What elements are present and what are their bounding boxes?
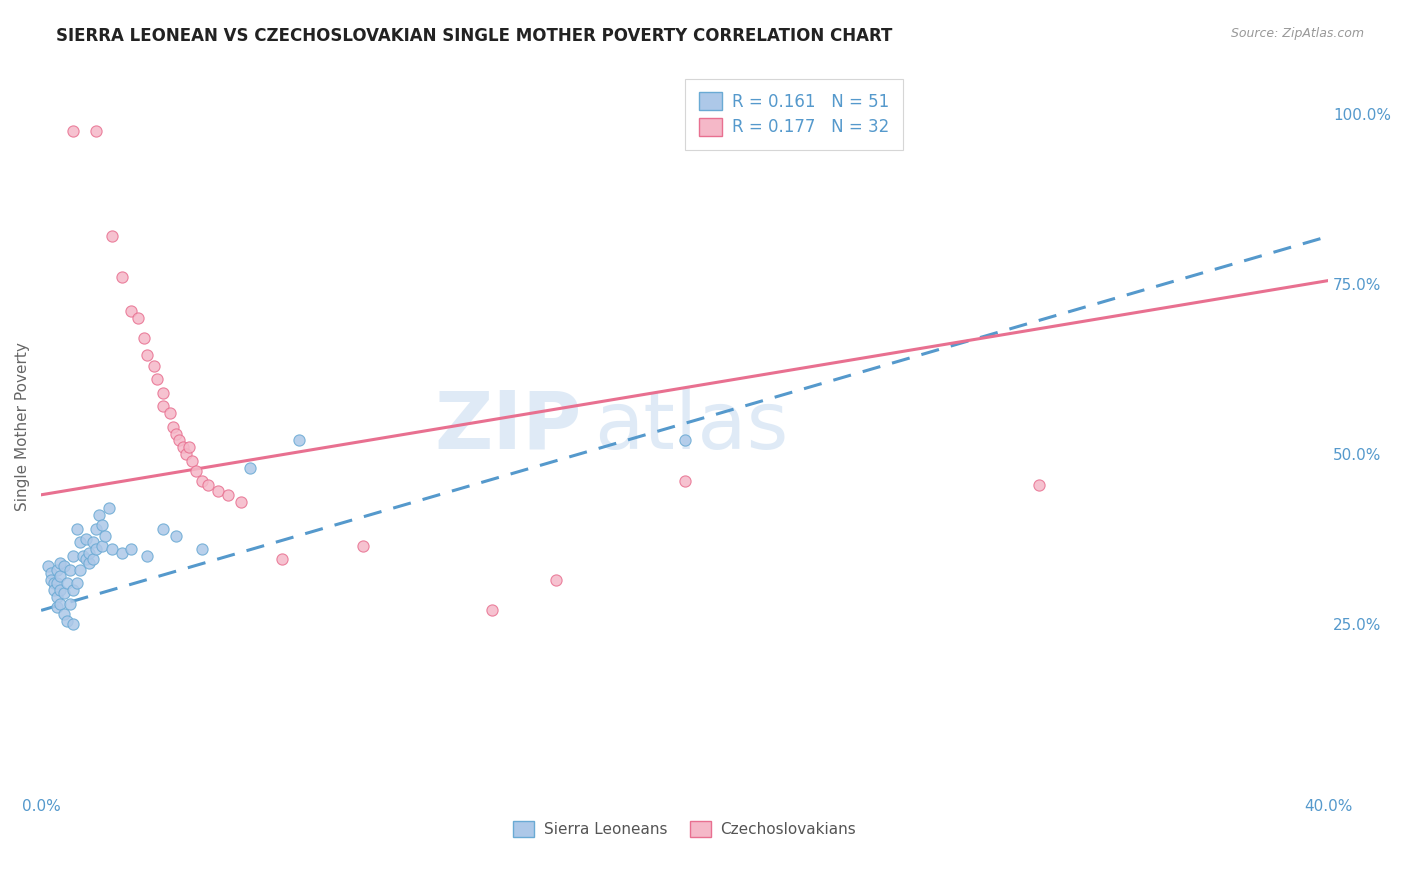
Point [84,522,107,536]
Point [69,563,91,577]
Point [481,603,503,617]
Point [79,546,101,560]
Point [49,569,72,583]
Point [39,573,62,587]
Point [159,406,181,420]
Point [184,464,207,478]
Point [239,460,262,475]
Point [229,494,252,508]
Point [52,607,75,621]
Point [42,582,65,597]
Point [62,582,84,597]
Point [42,576,65,591]
Point [79,556,101,570]
Point [37,559,59,574]
Point [152,400,174,414]
Point [75,552,97,566]
Point [87,508,110,523]
Point [673,474,696,488]
Point [49,556,72,570]
Text: Source: ZipAtlas.com: Source: ZipAtlas.com [1230,27,1364,40]
Point [52,559,75,574]
Point [56,576,79,591]
Legend: Sierra Leoneans, Czechoslovakians: Sierra Leoneans, Czechoslovakians [505,814,863,845]
Point [91,539,114,553]
Point [49,597,72,611]
Point [65,522,87,536]
Point [162,419,184,434]
Point [62,124,84,138]
Point [152,522,174,536]
Point [52,586,75,600]
Point [84,124,107,138]
Point [197,477,219,491]
Point [46,600,69,615]
Point [136,348,159,362]
Point [97,501,120,516]
Point [84,542,107,557]
Point [101,542,124,557]
Point [39,566,62,580]
Point [62,617,84,632]
Point [49,582,72,597]
Text: SIERRA LEONEAN VS CZECHOSLOVAKIAN SINGLE MOTHER POVERTY CORRELATION CHART: SIERRA LEONEAN VS CZECHOSLOVAKIAN SINGLE… [56,27,893,45]
Point [91,518,114,533]
Point [62,549,84,563]
Text: atlas: atlas [595,388,789,466]
Point [120,304,142,318]
Point [59,597,82,611]
Point [146,372,169,386]
Point [110,546,132,560]
Point [94,528,117,542]
Point [287,434,309,448]
Point [172,440,194,454]
Point [110,270,132,285]
Y-axis label: Single Mother Poverty: Single Mother Poverty [15,343,30,511]
Point [165,528,187,542]
Point [65,576,87,591]
Point [207,484,229,499]
Point [136,549,159,563]
Point [191,474,214,488]
Point [165,426,187,441]
Point [352,539,374,553]
Point [152,385,174,400]
Point [1028,477,1050,491]
Point [82,535,104,549]
Point [142,359,165,373]
Point [82,552,104,566]
Point [72,549,94,563]
Point [544,573,567,587]
Point [59,563,82,577]
Point [46,590,69,604]
Point [217,488,239,502]
Point [673,434,696,448]
Point [271,552,294,566]
Point [75,532,97,546]
Point [69,535,91,549]
Point [191,542,214,557]
Point [127,311,149,326]
Point [46,576,69,591]
Point [120,542,142,557]
Point [179,440,201,454]
Point [46,563,69,577]
Point [101,229,124,244]
Point [181,454,204,468]
Text: ZIP: ZIP [434,388,582,466]
Point [56,614,79,628]
Point [174,447,197,461]
Point [132,331,155,345]
Point [169,434,191,448]
